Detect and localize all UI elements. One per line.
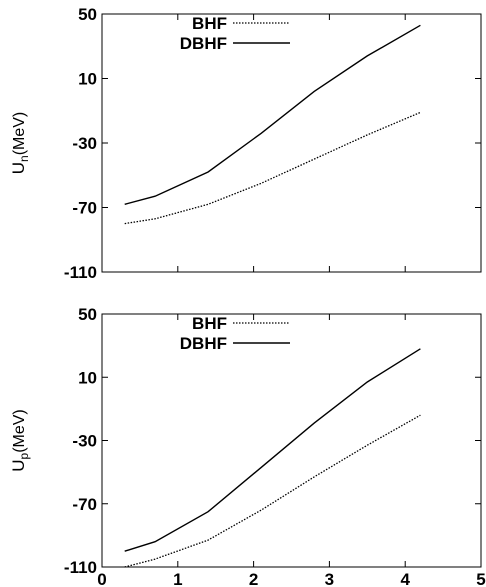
x-tick-label: 3 bbox=[325, 570, 334, 587]
x-tick-label: 1 bbox=[173, 570, 182, 587]
y-tick-label: -30 bbox=[72, 432, 97, 451]
y-tick-label: 10 bbox=[78, 70, 97, 89]
x-tick-label: 4 bbox=[400, 570, 410, 587]
y-tick-label: -110 bbox=[64, 263, 97, 282]
series-line-bhf bbox=[124, 414, 421, 568]
y-tick-label: 50 bbox=[78, 305, 97, 324]
y-tick-label: 10 bbox=[78, 368, 97, 387]
x-tick-label: 5 bbox=[476, 570, 485, 587]
legend-label-bhf: BHF bbox=[192, 314, 227, 333]
x-tick-label: 2 bbox=[249, 570, 258, 587]
series-line-dbhf bbox=[124, 24, 421, 205]
y-axis-label: Un(MeV) bbox=[9, 112, 31, 175]
y-tick-label: 50 bbox=[78, 5, 97, 24]
y-axis-label: Up(MeV) bbox=[9, 409, 31, 472]
plot-frame bbox=[101, 13, 482, 273]
legend-label-dbhf: DBHF bbox=[180, 334, 227, 353]
chart-panel-2: 5010-30-70-110012345Up(MeV)k(fm-1)BHFDBH… bbox=[9, 305, 486, 587]
y-tick-label: -110 bbox=[64, 558, 97, 577]
x-tick-label: 0 bbox=[97, 570, 106, 587]
plot-frame bbox=[101, 313, 482, 568]
y-tick-label: -70 bbox=[72, 495, 97, 514]
series-line-bhf bbox=[124, 111, 421, 225]
y-tick-label: -70 bbox=[72, 199, 97, 218]
legend-label-bhf: BHF bbox=[192, 14, 227, 33]
y-tick-label: -30 bbox=[72, 134, 97, 153]
series-line-dbhf bbox=[124, 348, 421, 552]
legend-label-dbhf: DBHF bbox=[180, 34, 227, 53]
